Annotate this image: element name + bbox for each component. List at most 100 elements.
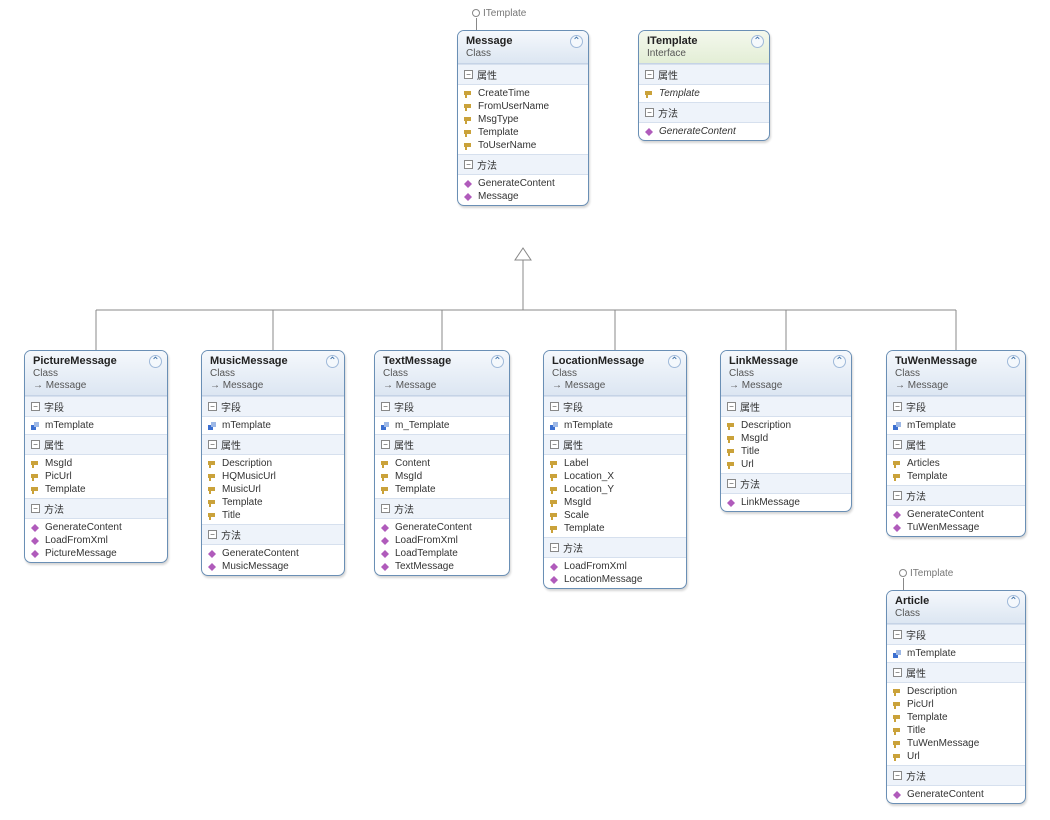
class-box-locationmessage[interactable]: LocationMessageClassMessage⌃−字段mTemplate… — [543, 350, 687, 589]
member-item[interactable]: Description — [202, 457, 344, 470]
section-toggle-icon[interactable]: − — [645, 70, 654, 79]
section-header-properties[interactable]: −属性 — [544, 434, 686, 455]
member-item[interactable]: TuWenMessage — [887, 521, 1025, 534]
section-toggle-icon[interactable]: − — [893, 440, 902, 449]
section-toggle-icon[interactable]: − — [381, 440, 390, 449]
member-item[interactable]: Label — [544, 457, 686, 470]
member-item[interactable]: GenerateContent — [887, 508, 1025, 521]
member-item[interactable]: mTemplate — [544, 419, 686, 432]
member-item[interactable]: LocationMessage — [544, 573, 686, 586]
member-item[interactable]: Template — [25, 483, 167, 496]
member-item[interactable]: Template — [458, 126, 588, 139]
section-header-fields[interactable]: −字段 — [375, 396, 509, 417]
collapse-icon[interactable]: ⌃ — [570, 35, 583, 48]
section-toggle-icon[interactable]: − — [31, 504, 40, 513]
member-item[interactable]: Template — [639, 87, 769, 100]
member-item[interactable]: Url — [887, 750, 1025, 763]
member-item[interactable]: mTemplate — [887, 419, 1025, 432]
member-item[interactable]: PicUrl — [887, 698, 1025, 711]
member-item[interactable]: MsgType — [458, 113, 588, 126]
section-header-properties[interactable]: −属性 — [721, 396, 851, 417]
class-box-picturemessage[interactable]: PictureMessageClassMessage⌃−字段mTemplate−… — [24, 350, 168, 563]
collapse-icon[interactable]: ⌃ — [1007, 595, 1020, 608]
member-item[interactable]: LoadTemplate — [375, 547, 509, 560]
member-item[interactable]: MsgId — [721, 432, 851, 445]
section-header-properties[interactable]: −属性 — [458, 64, 588, 85]
member-item[interactable]: Template — [544, 522, 686, 535]
member-item[interactable]: GenerateContent — [25, 521, 167, 534]
member-item[interactable]: PicUrl — [25, 470, 167, 483]
class-box-tuwenmessage[interactable]: TuWenMessageClassMessage⌃−字段mTemplate−属性… — [886, 350, 1026, 537]
section-toggle-icon[interactable]: − — [464, 70, 473, 79]
class-box-musicmessage[interactable]: MusicMessageClassMessage⌃−字段mTemplate−属性… — [201, 350, 345, 576]
section-toggle-icon[interactable]: − — [208, 402, 217, 411]
member-item[interactable]: mTemplate — [202, 419, 344, 432]
section-header-properties[interactable]: −属性 — [202, 434, 344, 455]
member-item[interactable]: ToUserName — [458, 139, 588, 152]
section-header-methods[interactable]: −方法 — [544, 537, 686, 558]
section-toggle-icon[interactable]: − — [208, 440, 217, 449]
member-item[interactable]: GenerateContent — [639, 125, 769, 138]
member-item[interactable]: MsgId — [544, 496, 686, 509]
member-item[interactable]: GenerateContent — [458, 177, 588, 190]
member-item[interactable]: Title — [721, 445, 851, 458]
member-item[interactable]: LinkMessage — [721, 496, 851, 509]
class-box-article[interactable]: ArticleClass⌃−字段mTemplate−属性DescriptionP… — [886, 590, 1026, 804]
member-item[interactable]: Location_X — [544, 470, 686, 483]
section-header-methods[interactable]: −方法 — [458, 154, 588, 175]
section-header-methods[interactable]: −方法 — [25, 498, 167, 519]
section-header-properties[interactable]: −属性 — [25, 434, 167, 455]
member-item[interactable]: Articles — [887, 457, 1025, 470]
member-item[interactable]: Description — [887, 685, 1025, 698]
class-box-message[interactable]: MessageClass⌃−属性CreateTimeFromUserNameMs… — [457, 30, 589, 206]
member-item[interactable]: MusicUrl — [202, 483, 344, 496]
section-header-methods[interactable]: −方法 — [887, 485, 1025, 506]
collapse-icon[interactable]: ⌃ — [1007, 355, 1020, 368]
collapse-icon[interactable]: ⌃ — [833, 355, 846, 368]
section-header-properties[interactable]: −属性 — [887, 434, 1025, 455]
member-item[interactable]: TuWenMessage — [887, 737, 1025, 750]
section-toggle-icon[interactable]: − — [727, 402, 736, 411]
section-toggle-icon[interactable]: − — [464, 160, 473, 169]
section-toggle-icon[interactable]: − — [381, 402, 390, 411]
member-item[interactable]: LoadFromXml — [375, 534, 509, 547]
section-toggle-icon[interactable]: − — [893, 630, 902, 639]
section-header-methods[interactable]: −方法 — [202, 524, 344, 545]
section-toggle-icon[interactable]: − — [550, 440, 559, 449]
member-item[interactable]: Message — [458, 190, 588, 203]
section-toggle-icon[interactable]: − — [893, 402, 902, 411]
member-item[interactable]: Url — [721, 458, 851, 471]
section-toggle-icon[interactable]: − — [208, 530, 217, 539]
member-item[interactable]: FromUserName — [458, 100, 588, 113]
section-header-properties[interactable]: −属性 — [639, 64, 769, 85]
member-item[interactable]: LoadFromXml — [544, 560, 686, 573]
member-item[interactable]: HQMusicUrl — [202, 470, 344, 483]
collapse-icon[interactable]: ⌃ — [326, 355, 339, 368]
section-toggle-icon[interactable]: − — [645, 108, 654, 117]
section-toggle-icon[interactable]: − — [727, 479, 736, 488]
section-header-fields[interactable]: −字段 — [202, 396, 344, 417]
class-box-textmessage[interactable]: TextMessageClassMessage⌃−字段m_Template−属性… — [374, 350, 510, 576]
section-toggle-icon[interactable]: − — [31, 402, 40, 411]
member-item[interactable]: Template — [202, 496, 344, 509]
section-toggle-icon[interactable]: − — [31, 440, 40, 449]
section-toggle-icon[interactable]: − — [550, 543, 559, 552]
member-item[interactable]: Template — [887, 470, 1025, 483]
section-header-properties[interactable]: −属性 — [887, 662, 1025, 683]
collapse-icon[interactable]: ⌃ — [149, 355, 162, 368]
section-header-fields[interactable]: −字段 — [25, 396, 167, 417]
section-toggle-icon[interactable]: − — [893, 491, 902, 500]
member-item[interactable]: LoadFromXml — [25, 534, 167, 547]
member-item[interactable]: Template — [375, 483, 509, 496]
member-item[interactable]: TextMessage — [375, 560, 509, 573]
member-item[interactable]: m_Template — [375, 419, 509, 432]
class-box-itemplate[interactable]: ITemplateInterface⌃−属性Template−方法Generat… — [638, 30, 770, 141]
member-item[interactable]: MusicMessage — [202, 560, 344, 573]
section-toggle-icon[interactable]: − — [893, 771, 902, 780]
section-header-fields[interactable]: −字段 — [887, 396, 1025, 417]
collapse-icon[interactable]: ⌃ — [751, 35, 764, 48]
member-item[interactable]: mTemplate — [25, 419, 167, 432]
member-item[interactable]: Description — [721, 419, 851, 432]
member-item[interactable]: CreateTime — [458, 87, 588, 100]
section-header-methods[interactable]: −方法 — [375, 498, 509, 519]
